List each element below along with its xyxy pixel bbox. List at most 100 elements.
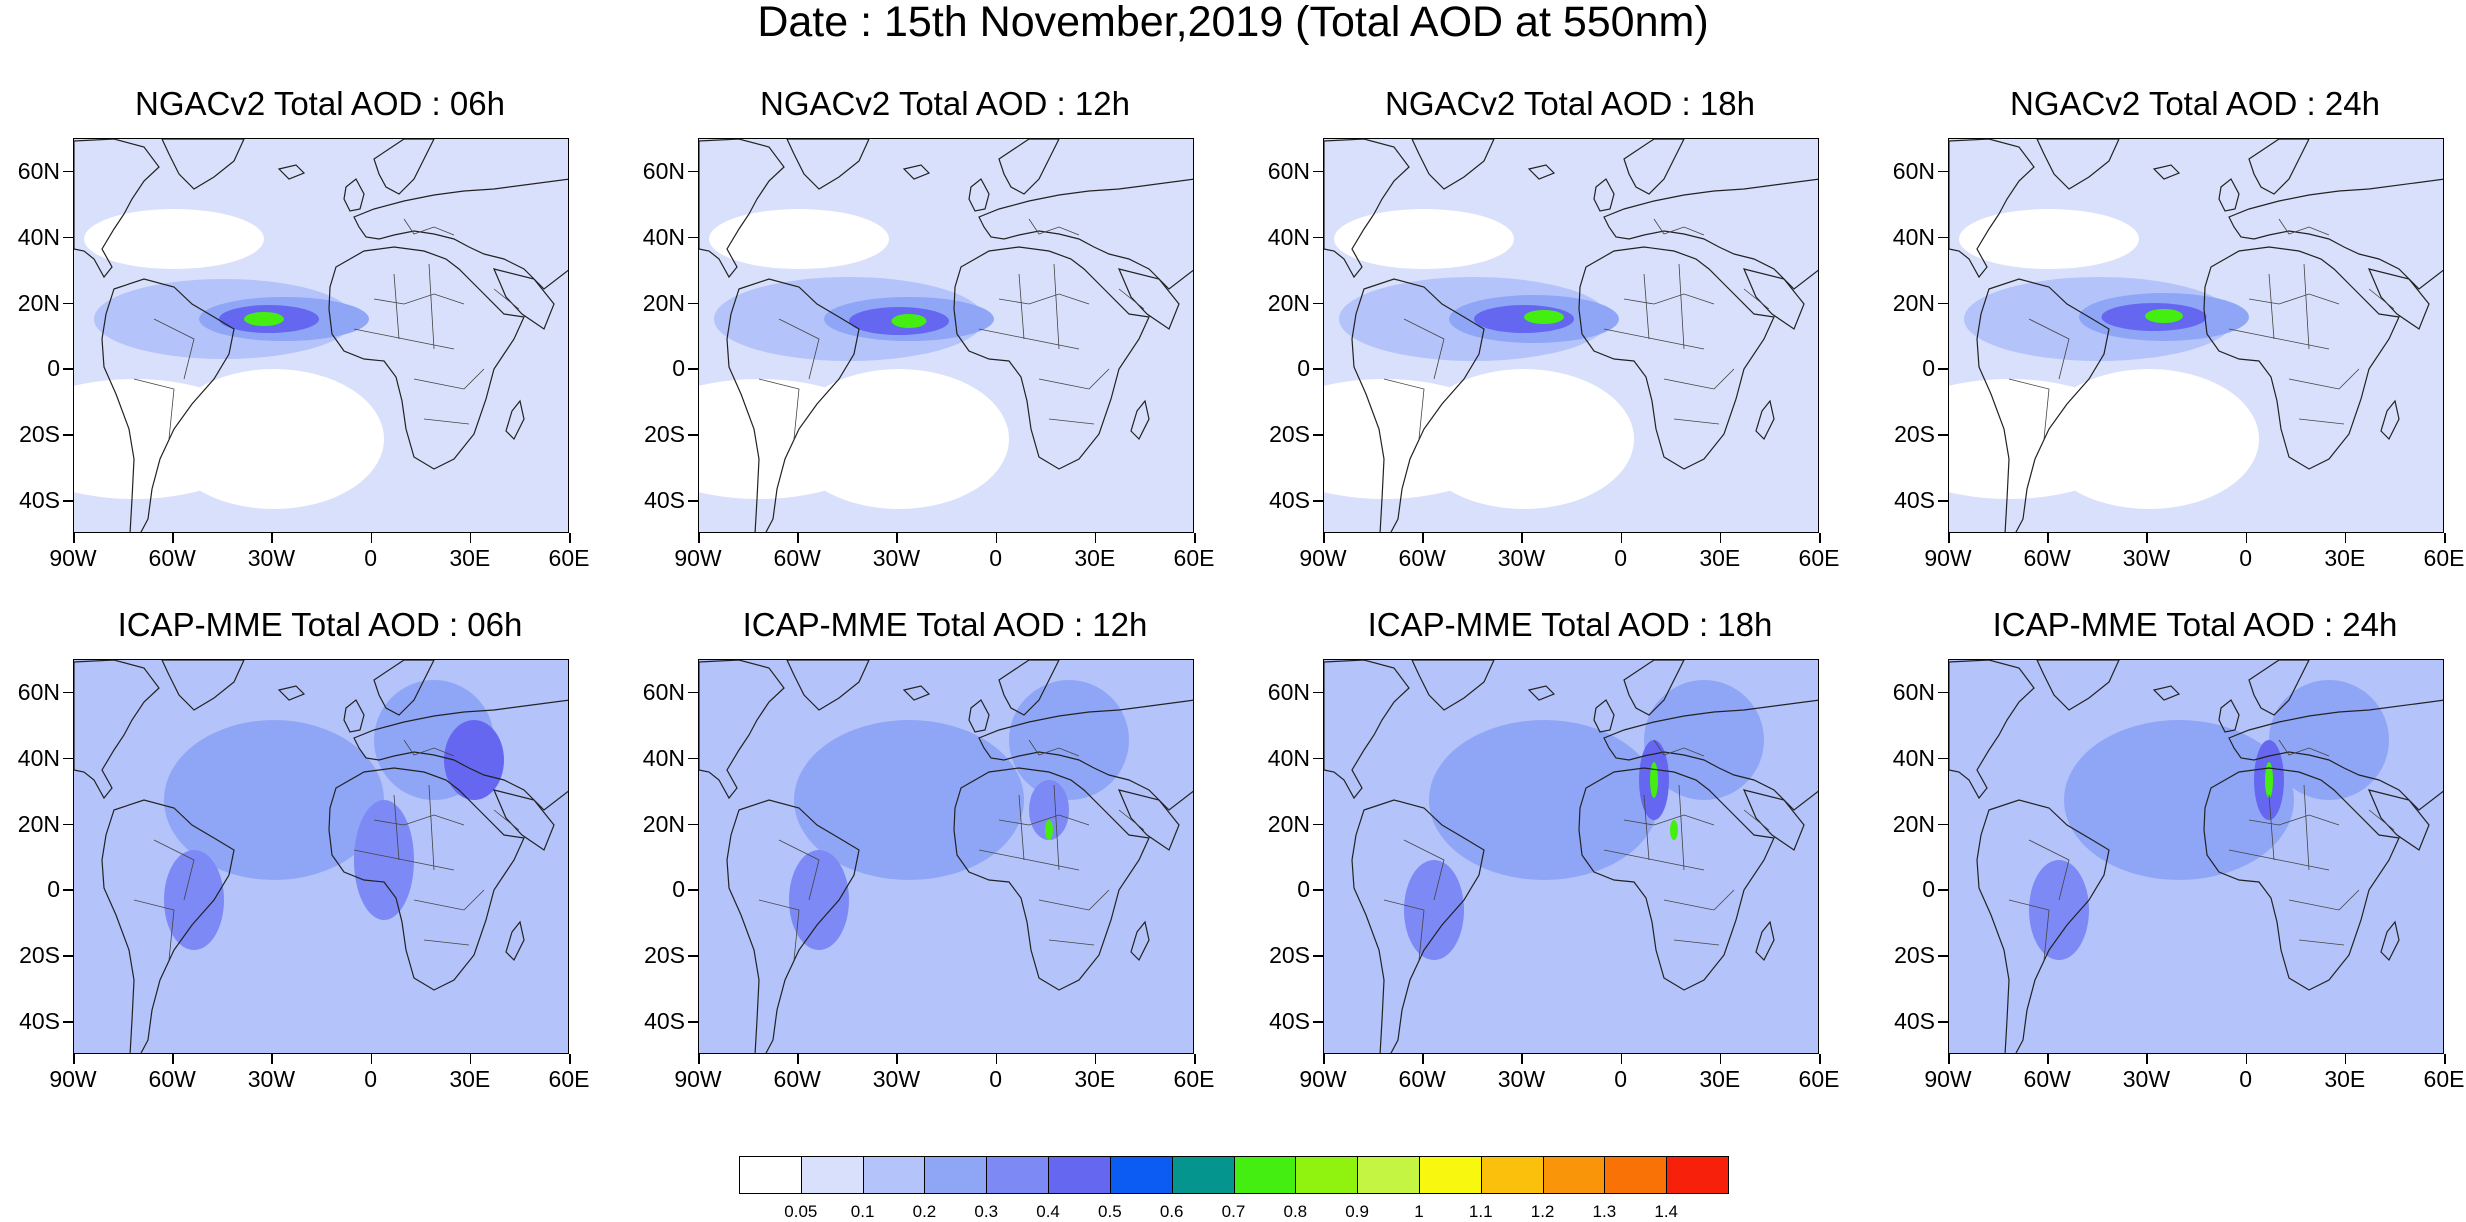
lat-tick-label: 60N — [1267, 157, 1310, 184]
colorbar-swatch — [1295, 1156, 1359, 1194]
colorbar-swatch — [1418, 1156, 1482, 1194]
lon-tick — [2444, 533, 2446, 543]
lon-tick-label: 30W — [2122, 545, 2171, 571]
lon-tick — [271, 1054, 273, 1064]
panel-title: NGACv2 Total AOD : 12h — [760, 85, 1130, 122]
aod-contour — [1429, 720, 1659, 880]
aod-map — [1948, 659, 2444, 1054]
lon-tick-label: 90W — [1299, 545, 1347, 571]
lon-tick — [1948, 533, 1950, 543]
lat-tick — [63, 1021, 73, 1023]
map-panel-icap-mme-18h: ICAP-MME Total AOD : 18h 60N 40N 20N 0 20S 40S… — [1250, 607, 1840, 1097]
lat-tick — [1938, 500, 1948, 502]
aod-contour — [2269, 680, 2389, 800]
lat-tick-label: 20N — [642, 810, 685, 837]
colorbar-swatch — [1109, 1156, 1173, 1194]
lon-tick — [370, 533, 373, 543]
aod-map — [73, 659, 569, 1054]
colorbar-swatch — [739, 1156, 802, 1194]
lon-tick — [1422, 533, 1424, 543]
lat-tick-label: 40N — [642, 744, 685, 771]
lon-tick-label: 90W — [49, 545, 97, 571]
colorbar-label: 0.05 — [784, 1202, 818, 1221]
lon-tick-label: 90W — [1299, 1066, 1347, 1092]
lat-tick-label: 20N — [642, 289, 685, 316]
colorbar-label: 1.3 — [1592, 1202, 1617, 1221]
lat-tick-label: 20S — [1894, 942, 1935, 969]
lon-tick-label: 60W — [148, 1066, 196, 1092]
lon-tick — [995, 1054, 998, 1064]
lat-tick-label: 60N — [17, 157, 60, 184]
lon-tick-label: 90W — [674, 1066, 722, 1092]
aod-contour — [1029, 780, 1069, 840]
lon-tick-label: 30E — [1699, 545, 1741, 571]
lon-tick — [1719, 1054, 1722, 1064]
aod-contour — [1404, 860, 1464, 960]
lon-tick — [1620, 533, 1623, 543]
lat-tick-label: 0 — [672, 876, 685, 903]
aod-contour — [1650, 762, 1658, 798]
lon-tick-label: 30E — [1074, 545, 1116, 571]
lon-tick — [1521, 1054, 1523, 1064]
lat-tick — [1938, 302, 1948, 305]
lon-tick-label: 30E — [1699, 1066, 1741, 1092]
colorbar-swatch — [1233, 1156, 1297, 1194]
aod-contour — [1045, 820, 1053, 840]
colorbar-swatch — [1542, 1156, 1606, 1194]
lat-tick-label: 40S — [19, 1008, 60, 1035]
colorbar-label: 1.1 — [1468, 1202, 1493, 1221]
lon-tick — [1323, 533, 1325, 543]
lat-tick — [688, 302, 698, 305]
aod-field — [1949, 660, 2443, 1053]
lat-tick — [688, 691, 698, 694]
lat-tick-label: 40S — [644, 487, 685, 514]
lat-tick-label: 20S — [1894, 421, 1935, 448]
lat-tick — [688, 757, 698, 760]
lat-tick — [1313, 368, 1323, 370]
lat-tick — [1313, 757, 1323, 760]
colorbar-label: 0.8 — [1283, 1202, 1308, 1221]
lat-tick-label: 40S — [1894, 1008, 1935, 1035]
lon-tick-label: 60W — [148, 545, 196, 571]
panel-title: NGACv2 Total AOD : 24h — [2010, 85, 2380, 122]
lat-tick — [63, 500, 73, 502]
aod-contour — [2145, 309, 2183, 323]
lon-tick — [1194, 533, 1196, 543]
lat-tick — [1313, 823, 1323, 826]
aod-map — [1323, 138, 1819, 533]
lat-tick — [1313, 955, 1323, 957]
colorbar-label: 0.5 — [1098, 1202, 1122, 1221]
lon-tick — [2444, 1054, 2446, 1064]
aod-contour — [1334, 209, 1514, 269]
aod-contour — [444, 720, 504, 800]
lon-tick-label: 90W — [1924, 1066, 1972, 1092]
lat-tick-label: 20S — [1269, 942, 1310, 969]
lon-tick-label: 60E — [1798, 1066, 1840, 1092]
lat-tick — [1313, 500, 1323, 502]
lon-tick — [2146, 533, 2148, 543]
lat-tick-label: 0 — [1922, 355, 1935, 382]
aod-contour — [1524, 310, 1564, 324]
colorbar-swatch — [1666, 1156, 1729, 1194]
lat-tick — [1313, 170, 1323, 173]
lat-tick — [63, 170, 73, 173]
lat-tick — [63, 368, 73, 370]
lon-tick-label: 60E — [548, 545, 590, 571]
lon-tick-label: 30E — [2324, 1066, 2366, 1092]
aod-contour — [1644, 680, 1764, 800]
lon-tick — [2047, 1054, 2049, 1064]
lon-tick — [73, 1054, 75, 1064]
panel-title: ICAP-MME Total AOD : 18h — [1367, 606, 1773, 643]
lat-tick — [1938, 170, 1948, 173]
map-panel-icap-mme-12h: ICAP-MME Total AOD : 12h 60N 40N 20N 0 20S 40S… — [625, 607, 1215, 1097]
aod-map — [1323, 659, 1819, 1054]
aod-field — [699, 660, 1193, 1053]
lat-tick — [688, 368, 698, 370]
lon-tick — [896, 533, 898, 543]
lat-tick — [1938, 434, 1948, 436]
lon-tick-label: 90W — [674, 545, 722, 571]
lat-tick — [63, 434, 73, 436]
lat-tick — [688, 1021, 698, 1023]
lat-tick — [1938, 1021, 1948, 1023]
aod-contour — [1009, 680, 1129, 800]
